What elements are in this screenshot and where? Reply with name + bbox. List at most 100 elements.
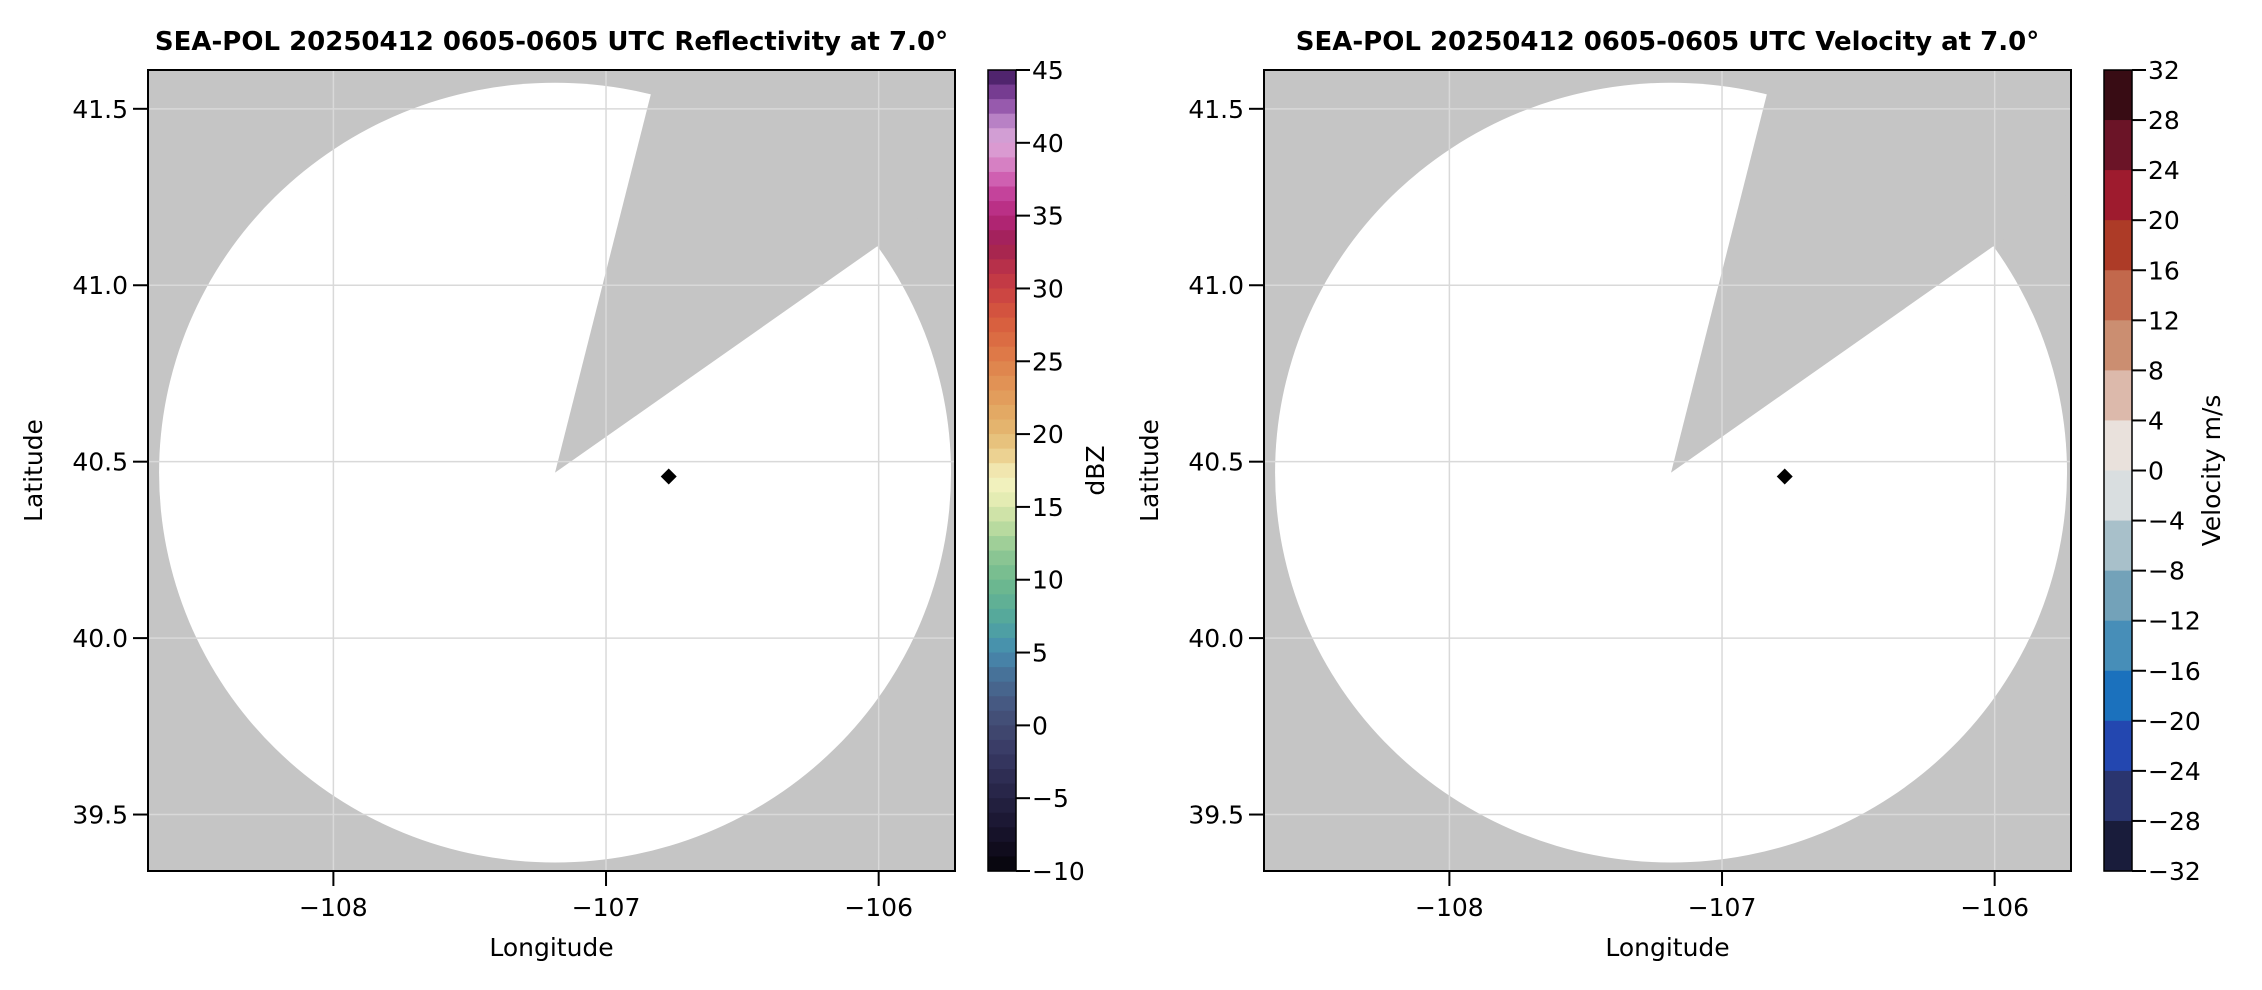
colorbar-segment (988, 783, 1016, 799)
colorbar-segment (988, 244, 1016, 260)
colorbar-segment (988, 521, 1016, 537)
colorbar-segment (2104, 370, 2132, 422)
colorbar-tick-label: 15 (1032, 493, 1064, 522)
colorbar-outline (987, 69, 1017, 872)
colorbar-segment (988, 754, 1016, 770)
colorbar-segment (988, 739, 1016, 756)
colorbar-segment (988, 696, 1016, 712)
colorbar-tick-label: 35 (1032, 202, 1064, 231)
x-tick-label: −108 (299, 893, 368, 922)
colorbar-segment (988, 550, 1016, 566)
colorbar-segment (2104, 320, 2132, 371)
colorbar-segment (988, 317, 1016, 333)
colorbar-segment (988, 594, 1016, 610)
colorbar-tick-label: 25 (1032, 347, 1064, 376)
y-tick-label: 39.5 (72, 801, 128, 830)
x-axis-label: Longitude (1605, 933, 1729, 962)
x-tick-label: −107 (1688, 893, 1757, 922)
colorbar-segment (988, 710, 1016, 726)
colorbar-segment (988, 375, 1016, 391)
colorbar-segment (988, 113, 1016, 129)
colorbar-segment (988, 201, 1016, 217)
colorbar-tick-label: 4 (2148, 406, 2164, 435)
colorbar-segment (988, 812, 1016, 828)
colorbar-segment (988, 142, 1016, 158)
colorbar-segment (988, 273, 1016, 290)
colorbar-segment (988, 128, 1016, 144)
colorbar-tick-label: −8 (2148, 557, 2185, 586)
plot-border (147, 69, 956, 872)
y-tick-label: 39.5 (1188, 801, 1244, 830)
colorbar-segment (988, 303, 1016, 319)
colorbar-segment (988, 667, 1016, 683)
x-axis-label: Longitude (489, 933, 613, 962)
site-marker-diamond (660, 468, 677, 485)
colorbar-segment (2104, 120, 2132, 171)
colorbar-segment (988, 332, 1016, 348)
colorbar-segment (988, 404, 1016, 421)
plot-border (1263, 69, 2072, 872)
colorbar-tick-label: −24 (2148, 757, 2201, 786)
colorbar-tick-label: −28 (2148, 807, 2201, 836)
colorbar-unit-label: Velocity m/s (2197, 395, 2226, 547)
x-tick-label: −106 (844, 893, 913, 922)
colorbar-segment (988, 84, 1016, 100)
y-axis-label: Latitude (19, 419, 48, 522)
colorbar-segment (988, 565, 1016, 581)
y-tick-label: 41.0 (72, 271, 128, 300)
colorbar-segment (2104, 270, 2132, 321)
x-tick-label: −108 (1415, 893, 1484, 922)
colorbar-segment (988, 259, 1016, 275)
colorbar-tick-label: 20 (1032, 420, 1064, 449)
colorbar-segment (988, 637, 1016, 654)
y-tick-label: 40.5 (1188, 448, 1244, 477)
colorbar-segment (988, 215, 1016, 231)
colorbar-segment (988, 171, 1016, 188)
y-tick-label: 40.5 (72, 448, 128, 477)
colorbar-segment (988, 463, 1016, 479)
y-tick-label: 41.0 (1188, 271, 1244, 300)
y-tick-label: 40.0 (72, 624, 128, 653)
colorbar-segment (988, 477, 1016, 493)
colorbar-segment (988, 652, 1016, 668)
site-marker-diamond (1776, 468, 1793, 485)
y-tick-label: 40.0 (1188, 624, 1244, 653)
colorbar-tick-label: −20 (2148, 707, 2201, 736)
colorbar-segment (988, 70, 1016, 86)
colorbar-tick-label: 8 (2148, 356, 2164, 385)
colorbar-segment (2104, 570, 2132, 622)
colorbar-tick-label: 32 (2148, 56, 2180, 85)
colorbar-tick-label: −32 (2148, 857, 2201, 886)
panel-title: SEA-POL 20250412 0605-0605 UTC Velocity … (1296, 27, 2039, 57)
colorbar-segment (988, 390, 1016, 406)
colorbar: 32 28 24 20 16 12 8 4 0 −4 −8 −12 −16 −20 −24 −28 −32 Vel… (2103, 56, 2226, 886)
colorbar-tick-label: 12 (2148, 306, 2180, 335)
colorbar-tick-label: −12 (2148, 607, 2201, 636)
colorbar-tick-label: 16 (2148, 256, 2180, 285)
colorbar-segment (988, 230, 1016, 246)
colorbar-segment (2104, 220, 2132, 271)
colorbar-segment (988, 492, 1016, 508)
colorbar-segment (988, 798, 1016, 814)
colorbar-segment (2104, 520, 2132, 572)
colorbar: 45 40 35 30 25 20 15 10 5 0 −5 −10 dBZ (987, 56, 1110, 886)
panel-reflectivity: −108 −107 −106 41.5 41.0 40.5 40.0 39.5 SEA-POL … (19, 27, 1110, 962)
missing-sector-wedge (555, 70, 955, 473)
colorbar-segment (988, 506, 1016, 523)
colorbar-segment (988, 725, 1016, 741)
colorbar-segment (2104, 620, 2132, 672)
colorbar-tick-label: 5 (1032, 639, 1048, 668)
colorbar-segment (2104, 420, 2132, 472)
colorbar-segment (2104, 720, 2132, 772)
colorbar-segment (988, 186, 1016, 202)
colorbar-segment (2104, 820, 2132, 872)
colorbar-tick-label: 0 (1032, 711, 1048, 740)
colorbar-segment (2104, 170, 2132, 221)
colorbar-segment (988, 827, 1016, 843)
colorbar-tick-label: −5 (1032, 784, 1069, 813)
colorbar-tick-label: 30 (1032, 274, 1064, 303)
colorbar-segment (2104, 670, 2132, 722)
colorbar-tick-label: 0 (2148, 457, 2164, 486)
